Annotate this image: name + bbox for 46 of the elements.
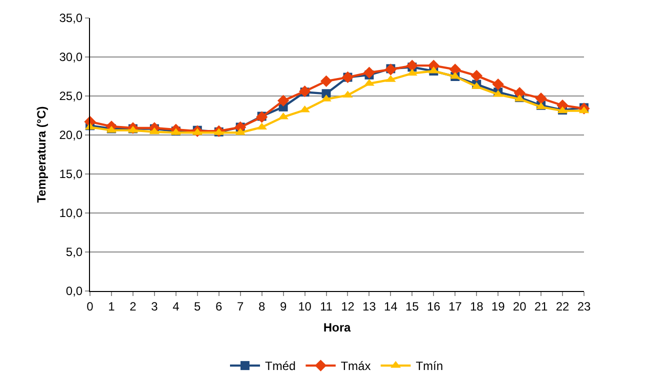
x-tick-label: 23 — [577, 299, 591, 314]
x-tick-label: 10 — [298, 299, 312, 314]
y-tick-label: 5,0 — [66, 245, 83, 260]
legend-label: Tmín — [416, 359, 444, 374]
point — [298, 85, 311, 98]
x-tick-label: 3 — [151, 299, 158, 314]
x-axis-title: Hora — [323, 320, 351, 334]
point — [406, 60, 418, 72]
y-axis-title: Temperatura (°C) — [34, 106, 49, 203]
x-tick-label: 21 — [534, 299, 548, 314]
x-tick-label: 9 — [280, 299, 287, 314]
x-tick-label: 11 — [320, 299, 333, 314]
point — [535, 92, 547, 104]
point — [277, 94, 290, 107]
x-tick-label: 16 — [426, 299, 441, 314]
point — [320, 75, 332, 88]
legend-label: Tmáx — [340, 359, 371, 374]
point — [363, 66, 376, 78]
point — [492, 78, 504, 90]
x-tick-label: 17 — [448, 299, 462, 314]
x-tick-label: 12 — [341, 299, 355, 314]
y-tick-label: 25,0 — [59, 89, 83, 104]
x-tick-label: 5 — [194, 299, 202, 314]
x-tick-label: 7 — [237, 299, 244, 314]
x-tick-label: 6 — [216, 299, 223, 314]
y-tick-label: 20,0 — [59, 128, 83, 142]
x-tick-label: 15 — [405, 299, 420, 314]
y-tick-label: 30,0 — [59, 50, 83, 64]
y-tick-label: 0,0 — [66, 284, 83, 298]
x-tick-label: 4 — [172, 299, 180, 314]
legend-label: Tméd — [265, 359, 296, 374]
y-tick-label: 35,0 — [59, 11, 83, 26]
x-tick-label: 1 — [108, 299, 116, 314]
x-tick-label: 22 — [556, 299, 570, 314]
x-tick-label: 18 — [470, 299, 484, 314]
x-tick-label: 2 — [130, 299, 137, 314]
point — [449, 64, 461, 76]
y-tick-label: 15,0 — [59, 167, 83, 182]
x-tick-label: 8 — [258, 299, 266, 314]
x-tick-label: 19 — [491, 299, 506, 314]
point — [470, 70, 482, 82]
y-tick-label: 10,0 — [59, 206, 83, 220]
x-tick-label: 0 — [86, 299, 94, 314]
x-tick-label: 14 — [384, 299, 398, 314]
x-tick-label: 13 — [362, 299, 376, 314]
x-tick-label: 20 — [512, 299, 527, 314]
